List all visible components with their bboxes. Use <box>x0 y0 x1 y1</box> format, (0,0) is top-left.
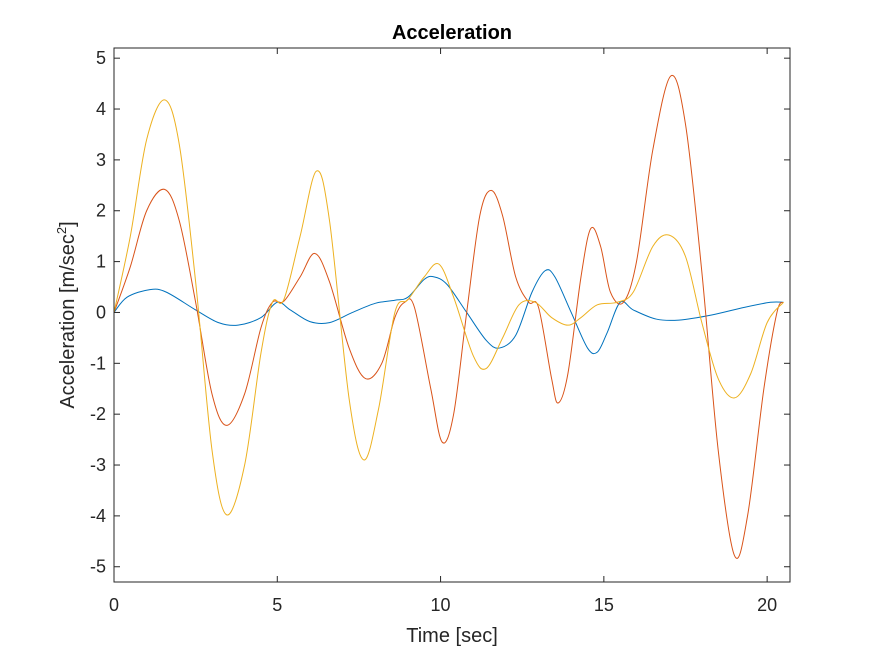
y-tick-label: 0 <box>96 302 106 322</box>
y-tick-label: -2 <box>90 404 106 424</box>
series-line-1 <box>113 269 784 355</box>
series-line-3 <box>113 99 784 516</box>
y-tick-label: -4 <box>90 506 106 526</box>
y-tick-label: 5 <box>96 48 106 68</box>
y-axis-title-sup: 2 <box>54 227 69 234</box>
y-axis-title-close: ] <box>57 221 79 227</box>
y-tick-label: -3 <box>90 455 106 475</box>
x-tick-label: 20 <box>757 595 777 615</box>
y-tick-label: -1 <box>90 353 106 373</box>
x-axis-title: Time [sec] <box>406 625 498 647</box>
x-tick-label: 10 <box>431 595 451 615</box>
y-tick-label: 3 <box>96 150 106 170</box>
tick-layer: 0 5 10 15 20 -5 -4 -3 -2 -1 0 1 2 3 4 5 <box>90 48 790 615</box>
series-line-2 <box>113 74 784 559</box>
y-tick-label: 4 <box>96 99 106 119</box>
x-tick-label: 15 <box>594 595 614 615</box>
chart-title: Acceleration <box>392 22 512 44</box>
y-tick-label: -5 <box>90 557 106 577</box>
x-tick-label: 0 <box>109 595 119 615</box>
x-tick-label: 5 <box>272 595 282 615</box>
series-layer <box>113 74 784 559</box>
y-axis-title-main: Acceleration [m/sec <box>57 234 79 409</box>
y-tick-label: 2 <box>96 201 106 221</box>
plot-area <box>114 48 790 582</box>
plot-frame <box>113 47 791 583</box>
y-tick-label: 1 <box>96 252 106 272</box>
y-axis-title: Acceleration [m/sec2] <box>54 221 79 408</box>
